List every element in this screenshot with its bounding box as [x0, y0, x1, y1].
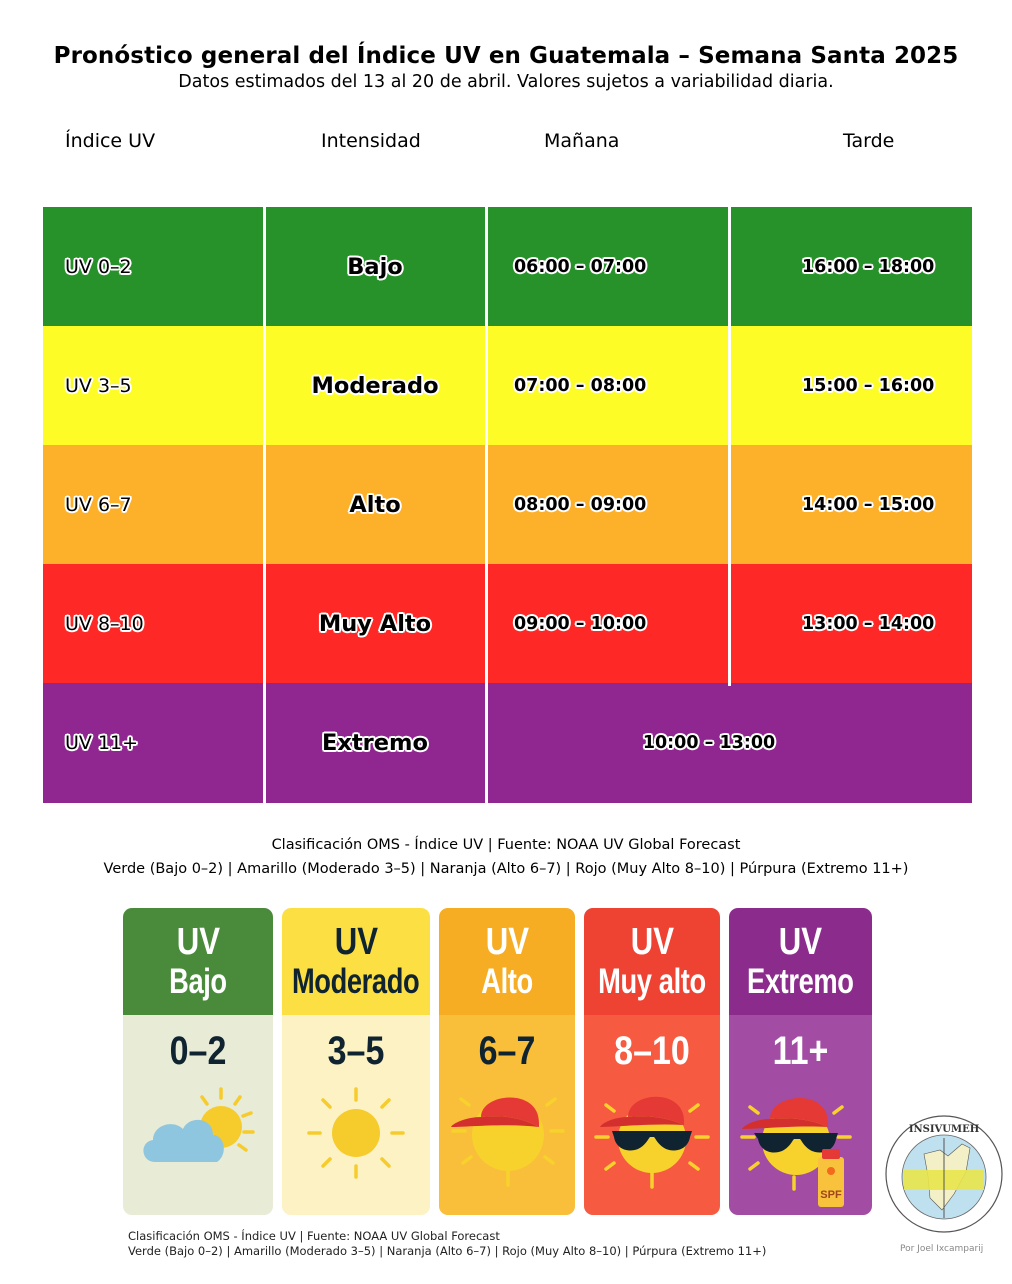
uv-card-moderate: UV Moderado 3–5	[282, 908, 430, 1215]
table-row-low: UV 0–2 Bajo 06:00 – 07:00 16:00 – 18:00	[43, 207, 972, 326]
card-range: 11+	[772, 1029, 829, 1073]
card-body: 6–7	[439, 1015, 575, 1215]
afternoon-time-cell: 14:00 – 15:00	[802, 494, 935, 515]
page-subtitle: Datos estimados del 13 al 20 de abril. V…	[178, 72, 834, 92]
sun-with-cap-sunglasses-spf-icon: SPF	[739, 1098, 852, 1207]
card-level-label: Moderado	[292, 961, 420, 1001]
logo-text: INSIVUMEH	[909, 1124, 979, 1135]
column-header-afternoon: Tarde	[843, 130, 895, 152]
morning-time-cell: 09:00 – 10:00	[514, 613, 647, 634]
card-level-label: Muy alto	[598, 961, 706, 1001]
uv-card-low: UV Bajo 0–2	[123, 908, 273, 1215]
card-range: 6–7	[478, 1029, 536, 1073]
afternoon-time-cell: 16:00 – 18:00	[802, 256, 935, 277]
column-header-intensity: Intensidad	[321, 130, 421, 152]
column-divider	[728, 207, 731, 686]
intensity-cell: Muy Alto	[318, 610, 432, 637]
page-title: Pronóstico general del Índice UV en Guat…	[53, 43, 959, 69]
infographic-legend-note: Verde (Bajo 0–2) | Amarillo (Moderado 3–…	[128, 1244, 767, 1258]
card-header: UV Bajo	[123, 908, 273, 1015]
morning-time-cell: 08:00 – 09:00	[514, 494, 647, 515]
card-header: UV Extremo	[729, 908, 872, 1015]
infographic-source-note: Clasificación OMS - Índice UV | Fuente: …	[128, 1229, 500, 1243]
sun-with-cap-icon	[451, 1097, 565, 1187]
uv-range-cell: UV 0–2	[65, 255, 132, 278]
intensity-cell: Extremo	[322, 729, 428, 756]
card-body: 8–10	[584, 1015, 720, 1215]
card-range: 8–10	[614, 1029, 690, 1073]
card-header: UV Moderado	[282, 908, 430, 1015]
afternoon-time-cell: 13:00 – 14:00	[802, 613, 935, 634]
column-header-uv-index: Índice UV	[65, 130, 156, 152]
card-uv-label: UV	[778, 920, 823, 963]
table-row-very-high: UV 8–10 Muy Alto 09:00 – 10:00 13:00 – 1…	[43, 564, 972, 683]
intensity-cell: Alto	[349, 491, 401, 518]
intensity-cell: Bajo	[347, 253, 403, 280]
card-header: UV Alto	[439, 908, 575, 1015]
peak-time-cell: 10:00 – 13:00	[642, 732, 776, 753]
card-body: 0–2	[123, 1015, 273, 1215]
insivumeh-logo: INSIVUMEH	[885, 1115, 1003, 1233]
table-row-extreme: UV 11+ Extremo 10:00 – 13:00	[43, 683, 972, 803]
card-range: 0–2	[169, 1029, 227, 1073]
afternoon-time-cell: 15:00 – 16:00	[802, 375, 935, 396]
card-uv-label: UV	[176, 920, 220, 963]
uv-range-cell: UV 6–7	[65, 493, 132, 516]
card-level-label: Alto	[481, 961, 533, 1001]
column-header-morning: Mañana	[544, 130, 620, 152]
uv-card-extreme: UV Extremo 11+ SPF	[729, 908, 872, 1215]
card-uv-label: UV	[334, 920, 378, 963]
uv-card-very-high: UV Muy alto 8–10	[584, 908, 720, 1215]
card-uv-label: UV	[485, 920, 529, 963]
card-body: 3–5	[282, 1015, 430, 1215]
uv-card-high: UV Alto 6–7	[439, 908, 575, 1215]
card-range: 3–5	[327, 1029, 385, 1073]
morning-time-cell: 07:00 – 08:00	[514, 375, 647, 396]
spf-label: SPF	[820, 1189, 842, 1201]
card-level-label: Extremo	[747, 961, 854, 1001]
table-row-high: UV 6–7 Alto 08:00 – 09:00 14:00 – 15:00	[43, 445, 972, 564]
morning-time-cell: 06:00 – 07:00	[514, 256, 647, 277]
sun-behind-cloud-icon	[143, 1087, 255, 1162]
column-divider	[485, 207, 488, 803]
uv-range-cell: UV 11+	[65, 731, 139, 754]
card-level-label: Bajo	[169, 961, 227, 1001]
column-divider	[263, 207, 266, 803]
uv-range-cell: UV 8–10	[65, 612, 144, 635]
sun-with-cap-sunglasses-icon	[594, 1096, 710, 1189]
uv-range-cell: UV 3–5	[65, 374, 132, 397]
color-legend-note: Verde (Bajo 0–2) | Amarillo (Moderado 3–…	[103, 861, 909, 877]
card-header: UV Muy alto	[584, 908, 720, 1015]
card-body: 11+ SPF	[729, 1015, 872, 1215]
table-row-moderate: UV 3–5 Moderado 07:00 – 08:00 15:00 – 16…	[43, 326, 972, 445]
author-credit: Por Joel Ixcamparij	[900, 1244, 984, 1254]
uv-schedule-table: UV 0–2 Bajo 06:00 – 07:00 16:00 – 18:00 …	[43, 207, 972, 803]
sun-icon	[307, 1087, 405, 1179]
card-uv-label: UV	[630, 920, 674, 963]
intensity-cell: Moderado	[311, 372, 439, 399]
source-note: Clasificación OMS - Índice UV | Fuente: …	[271, 837, 741, 853]
